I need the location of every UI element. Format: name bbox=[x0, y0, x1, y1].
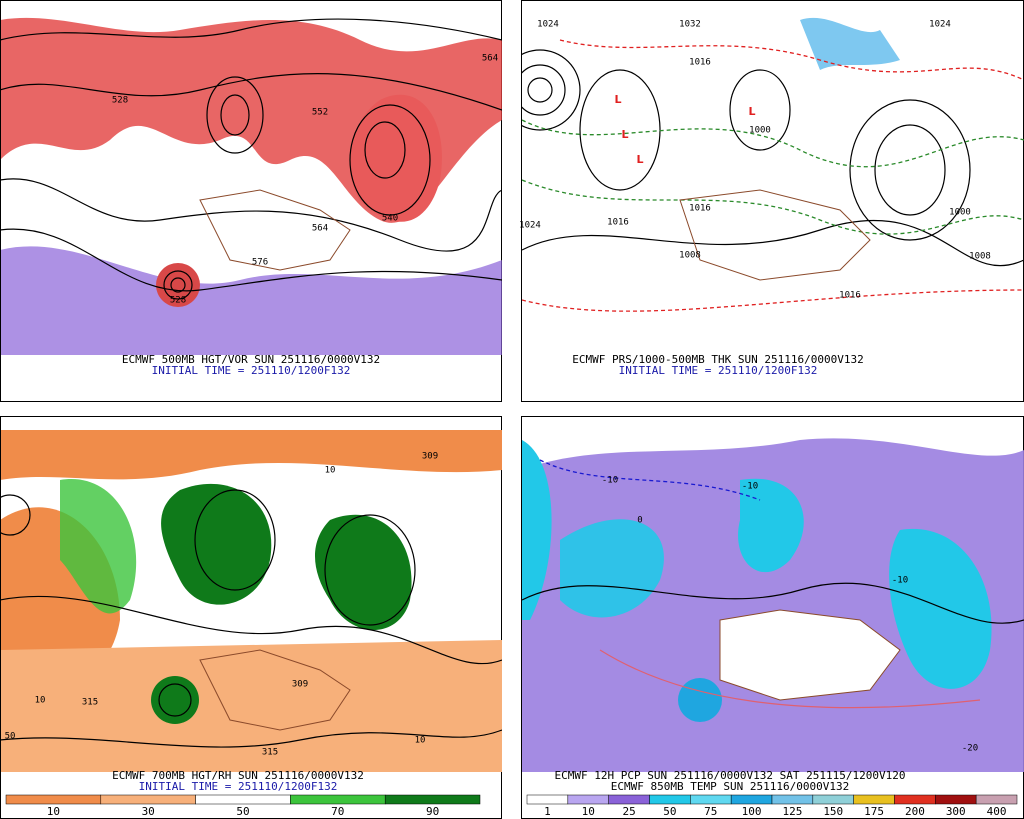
colorbar-segment bbox=[690, 794, 732, 805]
colorbar-label: 90 bbox=[426, 805, 439, 818]
contour-label: 309 bbox=[292, 680, 308, 690]
colorbar-label: 1 bbox=[544, 805, 551, 818]
colorbar-label: 125 bbox=[782, 805, 802, 818]
contour-label: 1008 bbox=[969, 252, 991, 262]
colorbar-label: 50 bbox=[663, 805, 676, 818]
colorbar-segment bbox=[100, 794, 196, 805]
panel: ECMWF 700MB HGT/RH SUN 251116/0000V132IN… bbox=[5, 452, 481, 818]
contour-label: 50 bbox=[5, 732, 16, 742]
colorbar-segment bbox=[290, 794, 386, 805]
contour-label: 1016 bbox=[689, 204, 711, 214]
contour-label: 0 bbox=[637, 516, 642, 526]
pressure-center: L bbox=[748, 105, 755, 118]
contour-label: 309 bbox=[422, 452, 438, 462]
contour-label: -10 bbox=[892, 576, 908, 586]
colorbar-segment bbox=[195, 794, 291, 805]
contour-label: 552 bbox=[312, 108, 328, 118]
panel-subcaption: INITIAL TIME = 251110/1200F132 bbox=[152, 364, 351, 377]
contour-label: 1016 bbox=[607, 218, 629, 228]
colorbar-label: 70 bbox=[331, 805, 344, 818]
pressure-center: L bbox=[614, 93, 621, 106]
panel-frame bbox=[521, 0, 1024, 402]
panel-subcaption: INITIAL TIME = 251110/1200F132 bbox=[619, 364, 818, 377]
colorbar-label: 200 bbox=[905, 805, 925, 818]
colorbar-label: 300 bbox=[946, 805, 966, 818]
colorbar-label: 30 bbox=[142, 805, 155, 818]
pressure-center: L bbox=[621, 128, 628, 141]
colorbar-label: 100 bbox=[742, 805, 762, 818]
contour-label: 528 bbox=[112, 96, 128, 106]
panel-subcaption: INITIAL TIME = 251110/1200F132 bbox=[139, 780, 338, 793]
colorbar-label: 10 bbox=[47, 805, 60, 818]
contour-label: 1024 bbox=[929, 20, 951, 30]
panel-caption: ECMWF 12H PCP SUN 251116/0000V132 SAT 25… bbox=[555, 769, 906, 782]
colorbar-segment bbox=[567, 794, 609, 805]
colorbar-segment bbox=[608, 794, 650, 805]
contour-label: 564 bbox=[312, 224, 328, 234]
contour-label: 1024 bbox=[519, 221, 541, 231]
pressure-center: L bbox=[636, 153, 643, 166]
colorbar-segment bbox=[5, 794, 102, 805]
contour-label: 10 bbox=[35, 696, 46, 706]
contour-label: 10 bbox=[325, 466, 336, 476]
contour-label: 1000 bbox=[949, 208, 971, 218]
map-700mb bbox=[1, 430, 502, 772]
colorbar-segment bbox=[730, 794, 773, 805]
colorbar-label: 150 bbox=[823, 805, 843, 818]
colorbar-segment bbox=[649, 794, 691, 805]
contour-label: 528 bbox=[170, 296, 186, 306]
contour-label: -20 bbox=[962, 744, 978, 754]
map-precip bbox=[522, 438, 1024, 772]
contour-label: 315 bbox=[262, 748, 278, 758]
contour-label: 564 bbox=[482, 54, 498, 64]
map-500mb bbox=[1, 17, 502, 355]
contour-label: 1016 bbox=[839, 291, 861, 301]
panel-caption: ECMWF 700MB HGT/RH SUN 251116/0000V132 bbox=[112, 769, 364, 782]
colorbar-label: 175 bbox=[864, 805, 884, 818]
colorbar-label: 75 bbox=[704, 805, 717, 818]
contour-label: 1016 bbox=[689, 58, 711, 68]
panel: ECMWF 12H PCP SUN 251116/0000V132 SAT 25… bbox=[526, 476, 1018, 818]
panel-caption: ECMWF 500MB HGT/VOR SUN 251116/0000V132 bbox=[122, 353, 380, 366]
panel: ECMWF PRS/1000-500MB THK SUN 251116/0000… bbox=[519, 20, 991, 378]
colorbar-segment bbox=[384, 794, 481, 805]
colorbar-label: 400 bbox=[987, 805, 1007, 818]
contour-label: 576 bbox=[252, 258, 268, 268]
contour-label: 315 bbox=[82, 698, 98, 708]
contour-label: 1024 bbox=[537, 20, 559, 30]
contour-label: 1008 bbox=[679, 251, 701, 261]
contour-label: -10 bbox=[602, 476, 618, 486]
contour-label: 1032 bbox=[679, 20, 701, 30]
panel-subcaption: ECMWF 850MB TEMP SUN 251116/0000V132 bbox=[611, 780, 849, 793]
colorbar-segment bbox=[812, 794, 854, 805]
colorbar-label: 10 bbox=[582, 805, 595, 818]
contour-label: 540 bbox=[382, 214, 398, 224]
colorbar-segment bbox=[853, 794, 895, 805]
colorbar-segment bbox=[526, 794, 569, 805]
colorbar-segment bbox=[771, 794, 814, 805]
contour-label: 1000 bbox=[749, 126, 771, 136]
colorbar-label: 50 bbox=[236, 805, 249, 818]
contour-label: -10 bbox=[742, 482, 758, 492]
contour-label: 10 bbox=[415, 736, 426, 746]
colorbar-segment bbox=[975, 794, 1018, 805]
colorbar-segment bbox=[935, 794, 977, 805]
panel-caption: ECMWF PRS/1000-500MB THK SUN 251116/0000… bbox=[572, 353, 863, 366]
map-mslp bbox=[522, 17, 1024, 312]
colorbar-label: 25 bbox=[622, 805, 635, 818]
panel: ECMWF 500MB HGT/VOR SUN 251116/0000V132I… bbox=[112, 54, 498, 378]
colorbar-segment bbox=[894, 794, 936, 805]
